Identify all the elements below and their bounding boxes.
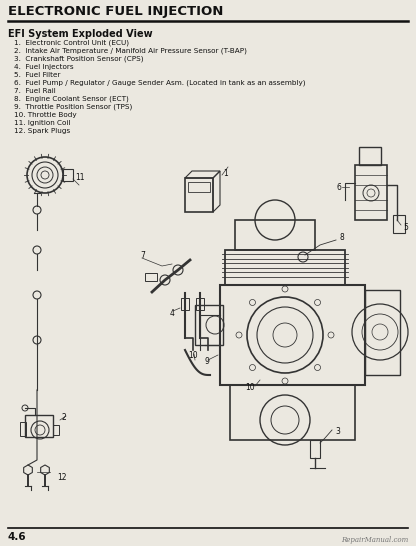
Text: 2.  Intake Air Temperature / Manifold Air Pressure Sensor (T-BAP): 2. Intake Air Temperature / Manifold Air… — [14, 48, 247, 55]
Bar — [355, 165, 387, 220]
Text: EFI System Exploded View: EFI System Exploded View — [8, 29, 153, 39]
Text: 10. Throttle Body: 10. Throttle Body — [14, 112, 77, 118]
Bar — [225, 250, 345, 285]
Text: 12. Spark Plugs: 12. Spark Plugs — [14, 128, 70, 134]
Text: RepairManual.com: RepairManual.com — [341, 536, 408, 544]
Bar — [188, 182, 210, 192]
Bar — [63, 169, 73, 181]
Text: 7: 7 — [140, 252, 145, 260]
Text: 1.  Electronic Control Unit (ECU): 1. Electronic Control Unit (ECU) — [14, 40, 129, 46]
Bar — [145, 273, 157, 281]
Bar — [220, 285, 365, 385]
Text: 4.  Fuel Injectors: 4. Fuel Injectors — [14, 64, 74, 70]
Text: 8.  Engine Coolant Sensor (ECT): 8. Engine Coolant Sensor (ECT) — [14, 96, 129, 103]
Text: 7.  Fuel Rail: 7. Fuel Rail — [14, 88, 56, 94]
Text: 8: 8 — [340, 234, 345, 242]
Bar — [310, 440, 320, 458]
Text: 5: 5 — [403, 223, 408, 232]
Bar — [195, 305, 223, 345]
Bar — [185, 178, 213, 212]
Text: 9.  Throttle Position Sensor (TPS): 9. Throttle Position Sensor (TPS) — [14, 104, 132, 110]
Bar — [53, 425, 59, 435]
Bar — [359, 147, 381, 165]
Bar — [393, 215, 405, 233]
Text: 6: 6 — [337, 182, 342, 192]
Text: 5.  Fuel Filter: 5. Fuel Filter — [14, 72, 60, 78]
Bar — [235, 220, 315, 250]
Text: 9: 9 — [205, 358, 210, 366]
Text: 10: 10 — [188, 352, 198, 360]
Text: 10: 10 — [245, 383, 255, 393]
Text: 2: 2 — [62, 413, 67, 423]
Bar — [196, 298, 204, 310]
Text: ELECTRONIC FUEL INJECTION: ELECTRONIC FUEL INJECTION — [8, 5, 223, 19]
Text: 12: 12 — [57, 473, 67, 483]
Bar — [181, 298, 189, 310]
Text: 4.6: 4.6 — [8, 532, 27, 542]
Text: 1: 1 — [223, 169, 228, 177]
Text: 6.  Fuel Pump / Regulator / Gauge Sender Asm. (Located in tank as an assembly): 6. Fuel Pump / Regulator / Gauge Sender … — [14, 80, 305, 86]
Text: 11. Ignition Coil: 11. Ignition Coil — [14, 120, 70, 126]
Text: 3.  Crankshaft Position Sensor (CPS): 3. Crankshaft Position Sensor (CPS) — [14, 56, 144, 62]
Bar — [20, 422, 26, 436]
Bar — [230, 385, 355, 440]
Text: 4: 4 — [170, 308, 175, 318]
Bar — [25, 415, 53, 437]
Text: 11: 11 — [75, 173, 84, 181]
Bar — [365, 290, 400, 375]
Text: 3: 3 — [335, 428, 340, 436]
